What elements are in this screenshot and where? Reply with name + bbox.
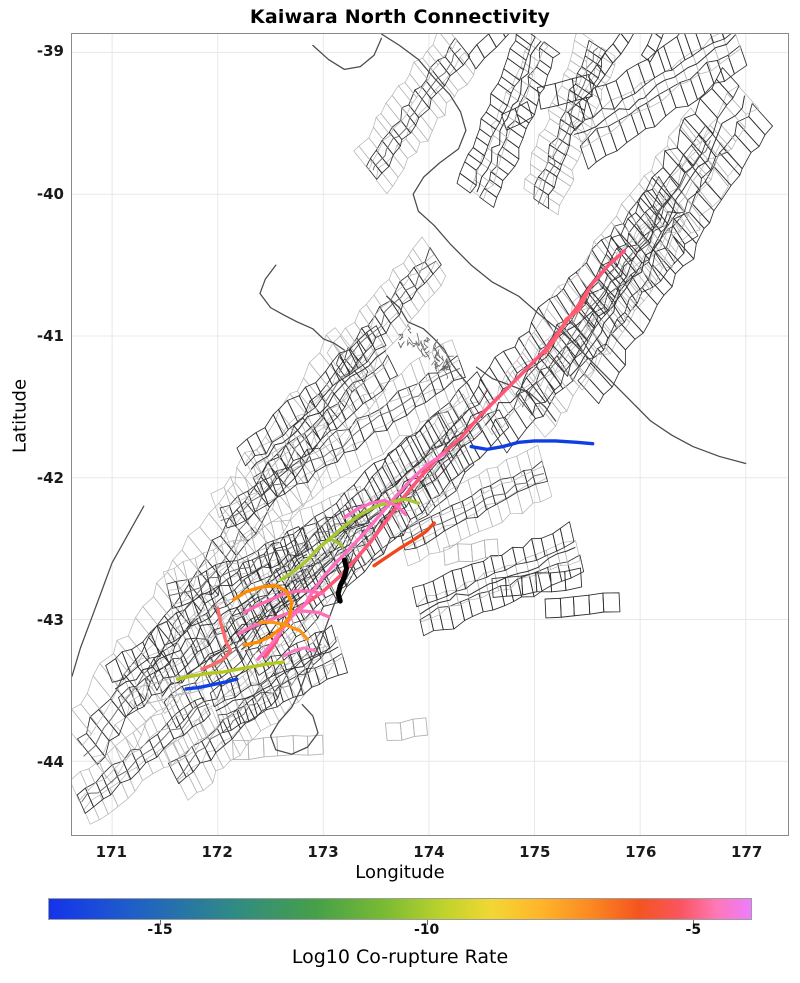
colorbar-gradient bbox=[48, 898, 752, 920]
colorbar-tick-label: -5 bbox=[685, 922, 702, 938]
x-tick-label: 175 bbox=[519, 843, 551, 861]
y-tick-label: -40 bbox=[36, 184, 64, 203]
x-axis-label: Longitude bbox=[355, 862, 445, 883]
y-tick-label: -42 bbox=[36, 468, 64, 487]
colorbar[interactable] bbox=[48, 898, 752, 920]
awatere-olive-rupture bbox=[279, 497, 421, 582]
hikurangi-branch-rupture bbox=[543, 291, 589, 355]
fault-basemap-layer bbox=[72, 34, 773, 825]
x-tick-label: 171 bbox=[95, 843, 127, 861]
y-tick-label: -39 bbox=[36, 42, 64, 61]
x-tick-label: 176 bbox=[625, 843, 657, 861]
rupture-traces-layer bbox=[175, 249, 627, 691]
map-svg bbox=[72, 34, 788, 835]
orange-loop-rupture bbox=[231, 583, 294, 647]
colorbar-tick-label: -15 bbox=[147, 922, 173, 938]
x-tick-label: 173 bbox=[307, 843, 339, 861]
y-tick-label: -41 bbox=[36, 326, 64, 345]
y-axis-ticks: -39 -40 -41 -42 -43 -44 bbox=[0, 0, 64, 983]
southern-blue-rupture bbox=[184, 677, 239, 691]
orange-spur-rupture bbox=[258, 620, 310, 641]
y-tick-label: -43 bbox=[36, 610, 64, 629]
colorbar-tick-label: -10 bbox=[414, 922, 440, 938]
black-rupture bbox=[335, 557, 350, 604]
map-plot-area[interactable] bbox=[71, 33, 789, 836]
green-dot-rupture bbox=[327, 537, 344, 548]
x-tick-label: 174 bbox=[413, 843, 445, 861]
colorbar-tick-mark bbox=[693, 920, 695, 925]
x-tick-label: 177 bbox=[730, 843, 763, 861]
pink-tip-rupture bbox=[281, 646, 317, 658]
wairarapa-blue-rupture bbox=[469, 439, 595, 452]
colorbar-tick-mark bbox=[160, 920, 161, 925]
colorbar-tick-mark bbox=[426, 920, 428, 925]
colorbar-label: Log10 Co-rupture Rate bbox=[291, 946, 509, 968]
y-axis-label: Latitude bbox=[9, 378, 31, 454]
southern-olive-rupture bbox=[175, 660, 285, 681]
x-tick-label: 172 bbox=[201, 843, 233, 861]
hope-pink-rupture bbox=[242, 589, 325, 615]
pink-short-north-rupture bbox=[342, 498, 408, 519]
salmon-rupture bbox=[200, 606, 233, 671]
page-title: Kaiwara North Connectivity bbox=[249, 6, 551, 28]
hope-pink-lower-rupture bbox=[237, 609, 331, 636]
kekerengu-orangered-rupture bbox=[372, 521, 436, 568]
y-tick-label: -44 bbox=[36, 753, 64, 772]
